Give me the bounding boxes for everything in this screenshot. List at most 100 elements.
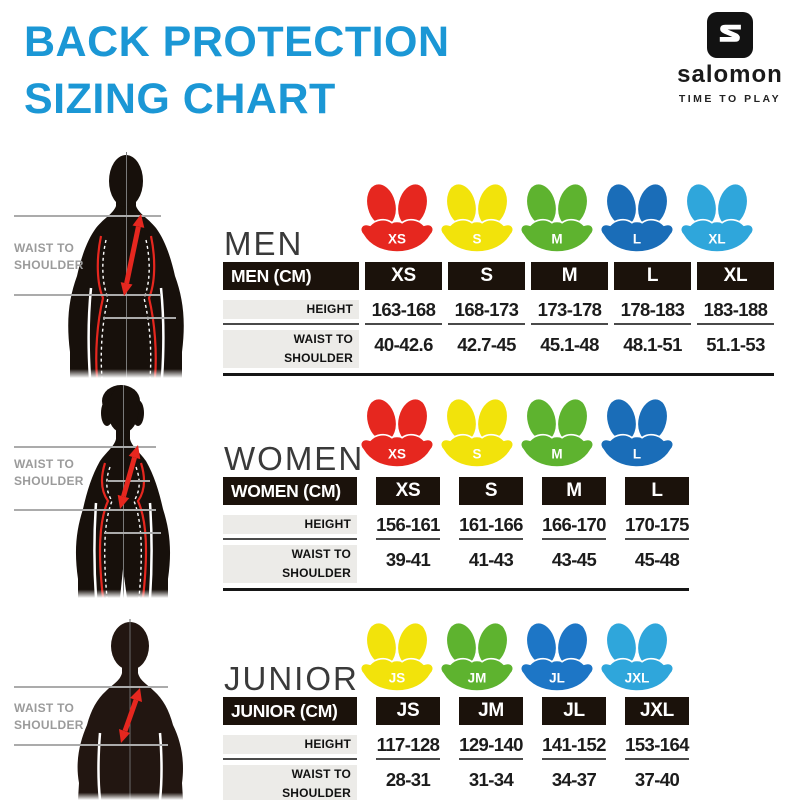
page-title: BACK PROTECTION SIZING CHART bbox=[24, 14, 450, 128]
waist-row-label: WAIST TO SHOULDER bbox=[223, 545, 357, 583]
men-table-header-row: MEN (CM) XS S M L XL bbox=[223, 262, 774, 290]
svg-text:XS: XS bbox=[388, 232, 406, 247]
women-section-label: WOMEN bbox=[224, 440, 365, 477]
waist-value: 42.7-45 bbox=[457, 334, 516, 355]
size-header: JXL bbox=[625, 697, 689, 725]
waist-value: 31-34 bbox=[468, 769, 514, 790]
waist-to-shoulder-caption-women: WAIST TO SHOULDER bbox=[14, 457, 84, 488]
back-protector-icon-women-l: L bbox=[595, 397, 679, 475]
waist-to-shoulder-arrow-icon bbox=[117, 445, 141, 509]
waist-value: 43-45 bbox=[551, 549, 597, 570]
waist-value: 40-42.6 bbox=[374, 334, 433, 355]
height-value: 170-175 bbox=[625, 510, 689, 540]
size-header: XS bbox=[365, 262, 442, 290]
size-header: M bbox=[542, 477, 606, 505]
table-bottom-rule bbox=[223, 373, 774, 376]
women-silhouette bbox=[8, 385, 220, 598]
table-corner-label: MEN (CM) bbox=[223, 262, 359, 290]
brand-name: salomon bbox=[677, 61, 783, 88]
height-row-label: HEIGHT bbox=[223, 300, 359, 319]
back-protector-icon-men-l: L bbox=[595, 182, 679, 260]
svg-text:M: M bbox=[551, 447, 562, 462]
svg-text:XL: XL bbox=[708, 232, 725, 247]
waist-value: 37-40 bbox=[634, 769, 680, 790]
waist-value: 48.1-51 bbox=[623, 334, 682, 355]
height-value: 163-168 bbox=[365, 295, 442, 325]
waist-value: 45-48 bbox=[634, 549, 680, 570]
svg-text:L: L bbox=[633, 232, 641, 247]
size-header: L bbox=[614, 262, 691, 290]
salomon-s-glyph bbox=[719, 24, 741, 42]
table-corner-label: WOMEN (CM) bbox=[223, 477, 357, 505]
junior-silhouette bbox=[8, 619, 220, 800]
women-table-header-row: WOMEN (CM) XS S M L bbox=[223, 477, 689, 505]
men-size-table: MEN (CM) XS S M L XL HEIGHT 163-168 168-… bbox=[223, 262, 774, 376]
svg-text:XS: XS bbox=[388, 447, 406, 462]
waist-value: 34-37 bbox=[551, 769, 597, 790]
svg-text:S: S bbox=[473, 232, 482, 247]
svg-text:S: S bbox=[473, 447, 482, 462]
brand-block: salomon TIME TO PLAY bbox=[660, 12, 800, 105]
height-value: 129-140 bbox=[459, 730, 523, 760]
svg-text:JM: JM bbox=[468, 671, 487, 686]
back-protector-icon-women-s: S bbox=[435, 397, 519, 475]
size-header: M bbox=[531, 262, 608, 290]
waist-value: 41-43 bbox=[468, 549, 514, 570]
back-protector-icon-men-s: S bbox=[435, 182, 519, 260]
waist-to-shoulder-arrow-icon bbox=[120, 214, 145, 296]
height-value: 161-166 bbox=[459, 510, 523, 540]
svg-text:M: M bbox=[551, 232, 562, 247]
women-waist-row: WAIST TO SHOULDER 39-41 41-43 43-45 45-4… bbox=[223, 545, 689, 587]
waist-to-shoulder-arrow-icon bbox=[119, 688, 142, 743]
back-protector-icon-junior-jl: JL bbox=[515, 621, 599, 699]
women-size-table: WOMEN (CM) XS S M L HEIGHT 156-161 161-1… bbox=[223, 477, 689, 591]
junior-section-label: JUNIOR bbox=[224, 660, 359, 697]
page-title-line2: SIZING CHART bbox=[24, 75, 336, 123]
size-header: XL bbox=[697, 262, 774, 290]
men-section-label: MEN bbox=[224, 225, 304, 262]
height-value: 153-164 bbox=[625, 730, 689, 760]
back-protector-icon-junior-js: JS bbox=[355, 621, 439, 699]
height-value: 141-152 bbox=[542, 730, 606, 760]
salomon-s-logo-icon bbox=[707, 12, 753, 58]
brand-tagline: TIME TO PLAY bbox=[678, 93, 782, 105]
svg-text:JXL: JXL bbox=[625, 671, 650, 686]
height-value: 178-183 bbox=[614, 295, 691, 325]
junior-height-row: HEIGHT 117-128 129-140 141-152 153-164 bbox=[223, 730, 689, 760]
men-silhouette bbox=[8, 152, 220, 378]
size-header: XS bbox=[376, 477, 440, 505]
height-value: 166-170 bbox=[542, 510, 606, 540]
back-protector-icon-women-m: M bbox=[515, 397, 599, 475]
height-value: 168-173 bbox=[448, 295, 525, 325]
back-protector-icon-men-xl: XL bbox=[675, 182, 759, 260]
height-value: 173-178 bbox=[531, 295, 608, 325]
back-protector-icon-men-m: M bbox=[515, 182, 599, 260]
svg-text:JS: JS bbox=[389, 671, 405, 686]
waist-value: 28-31 bbox=[385, 769, 431, 790]
size-header: S bbox=[448, 262, 525, 290]
svg-text:L: L bbox=[633, 447, 641, 462]
size-header: L bbox=[625, 477, 689, 505]
page-title-line1: BACK PROTECTION bbox=[24, 18, 450, 66]
waist-row-label: WAIST TO SHOULDER bbox=[223, 330, 359, 368]
size-header: JS bbox=[376, 697, 440, 725]
size-header: S bbox=[459, 477, 523, 505]
women-height-row: HEIGHT 156-161 161-166 166-170 170-175 bbox=[223, 510, 689, 540]
height-value: 183-188 bbox=[697, 295, 774, 325]
back-protector-icon-women-xs: XS bbox=[355, 397, 439, 475]
back-protector-icon-men-xs: XS bbox=[355, 182, 439, 260]
height-value: 117-128 bbox=[376, 730, 440, 760]
height-value: 156-161 bbox=[376, 510, 440, 540]
svg-text:JL: JL bbox=[549, 671, 565, 686]
junior-size-table: JUNIOR (CM) JS JM JL JXL HEIGHT 117-128 … bbox=[223, 697, 689, 800]
waist-to-shoulder-caption-men: WAIST TO SHOULDER bbox=[14, 241, 84, 272]
men-waist-row: WAIST TO SHOULDER 40-42.6 42.7-45 45.1-4… bbox=[223, 330, 774, 372]
size-header: JL bbox=[542, 697, 606, 725]
back-protector-icon-junior-jxl: JXL bbox=[595, 621, 679, 699]
table-bottom-rule bbox=[223, 588, 689, 591]
back-protector-icon-junior-jm: JM bbox=[435, 621, 519, 699]
waist-row-label: WAIST TO SHOULDER bbox=[223, 765, 357, 800]
junior-waist-row: WAIST TO SHOULDER 28-31 31-34 34-37 37-4… bbox=[223, 765, 689, 800]
size-header: JM bbox=[459, 697, 523, 725]
